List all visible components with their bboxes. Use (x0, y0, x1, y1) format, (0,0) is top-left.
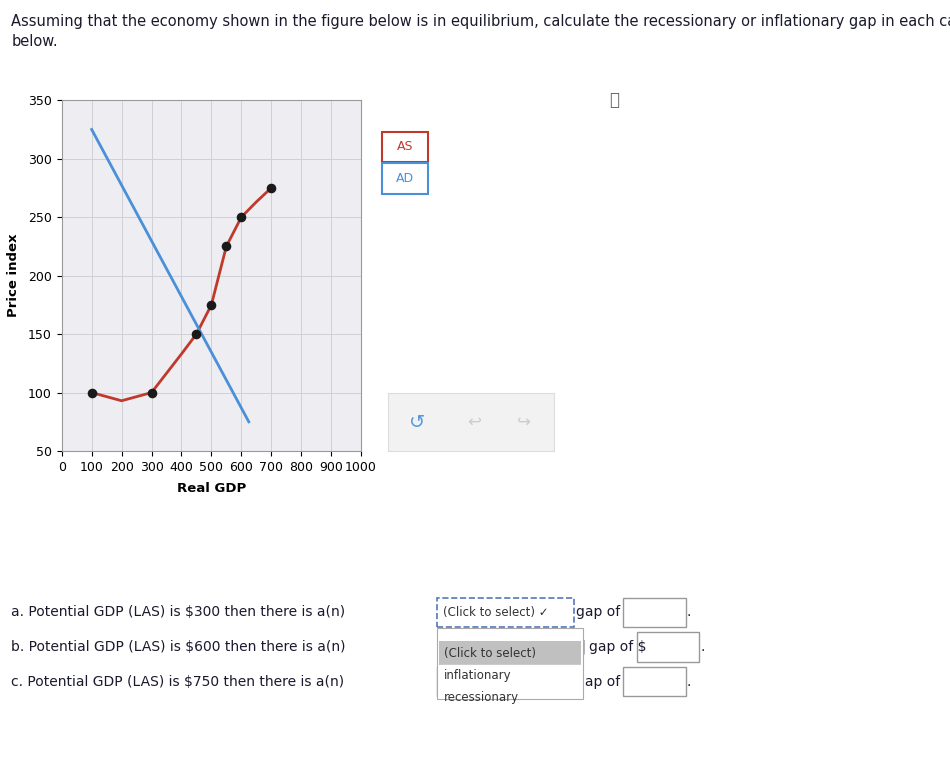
Text: gap of $: gap of $ (589, 640, 647, 654)
Text: (Click to select) ✓: (Click to select) ✓ (443, 606, 548, 618)
Text: .: . (700, 640, 705, 654)
Y-axis label: Price index: Price index (7, 234, 20, 318)
X-axis label: Real GDP: Real GDP (177, 482, 246, 495)
Text: |: | (581, 640, 586, 654)
Text: b. Potential GDP (LAS) is $600 then there is a(n): b. Potential GDP (LAS) is $600 then ther… (11, 640, 346, 654)
Text: recessionary: recessionary (444, 692, 519, 704)
Text: ↪: ↪ (517, 413, 531, 431)
Text: (Click to select) ✓: (Click to select) ✓ (443, 675, 548, 688)
Text: a. Potential GDP (LAS) is $300 then there is a(n): a. Potential GDP (LAS) is $300 then ther… (11, 605, 346, 619)
Text: AD: AD (395, 172, 414, 185)
Text: c. Potential GDP (LAS) is $750 then there is a(n): c. Potential GDP (LAS) is $750 then ther… (11, 675, 345, 689)
Text: gap of $: gap of $ (576, 605, 634, 619)
Text: ⓘ: ⓘ (610, 91, 619, 109)
Point (203, 298, 218, 311)
Text: Assuming that the economy shown in the figure below is in equilibrium, calculate: Assuming that the economy shown in the f… (11, 14, 950, 49)
Text: ↩: ↩ (467, 413, 481, 431)
Point (264, 182, 279, 194)
Text: AS: AS (396, 140, 413, 153)
Text: gap of $: gap of $ (576, 675, 634, 689)
Text: .: . (687, 605, 692, 619)
Text: inflationary: inflationary (444, 669, 511, 682)
Text: ↺: ↺ (409, 412, 426, 432)
Point (144, 386, 160, 399)
Point (189, 328, 204, 340)
Point (218, 241, 234, 253)
Text: (Click to select): (Click to select) (444, 647, 536, 659)
Point (84, 386, 99, 399)
Text: .: . (687, 675, 692, 689)
Point (234, 211, 249, 224)
